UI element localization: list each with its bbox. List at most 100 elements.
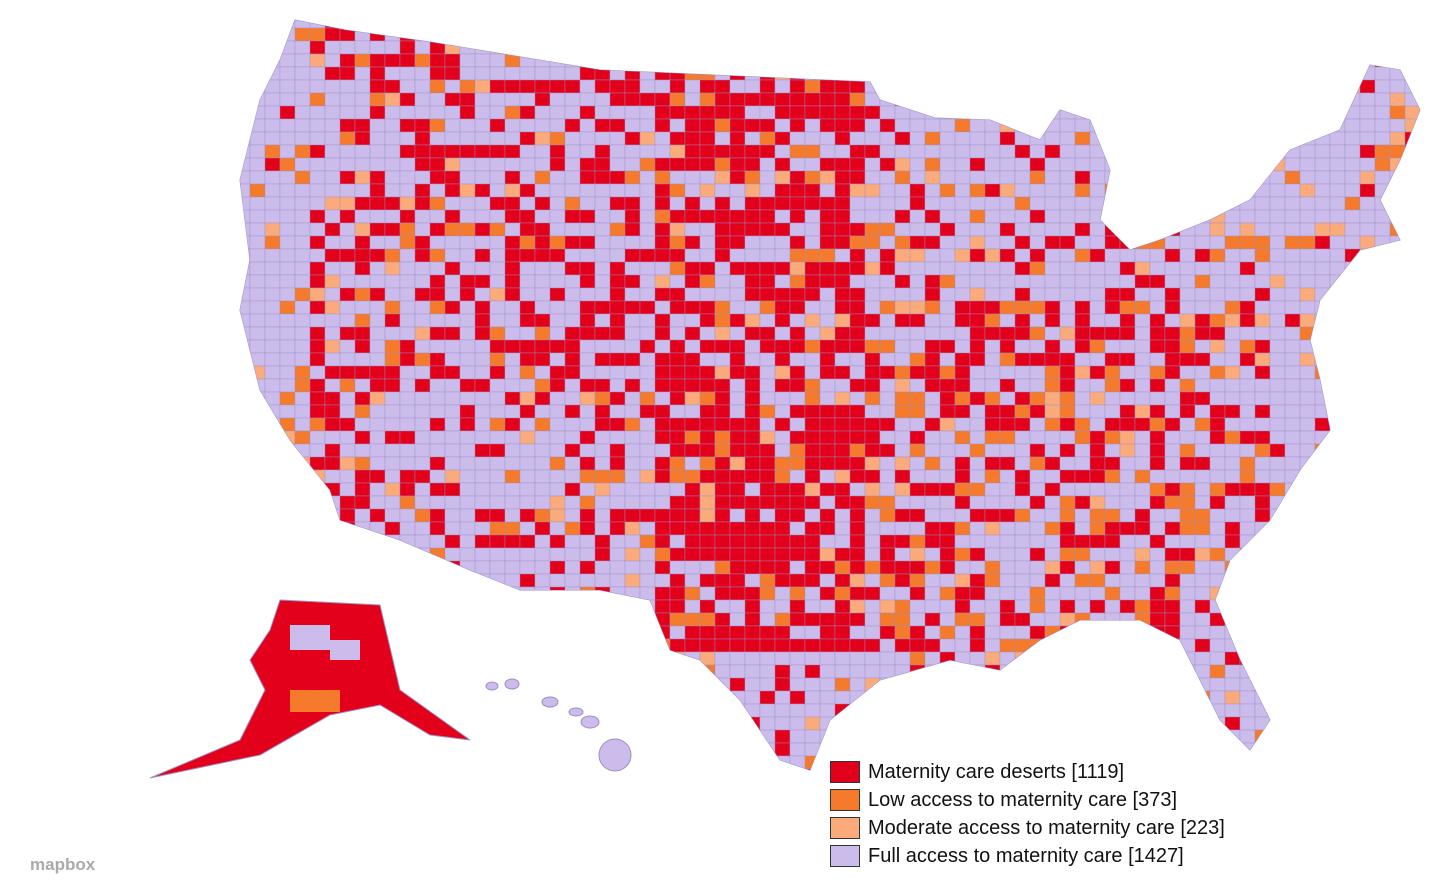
county: [1284, 742, 1301, 757]
county: [249, 287, 266, 302]
county: [339, 729, 356, 744]
county: [864, 573, 881, 588]
county: [894, 456, 911, 471]
county: [609, 586, 626, 601]
county: [819, 261, 836, 276]
county: [309, 27, 326, 42]
county: [609, 287, 626, 302]
county: [1044, 534, 1061, 549]
county: [1134, 677, 1151, 692]
county: [624, 508, 641, 523]
county: [459, 339, 476, 354]
county: [384, 131, 401, 146]
county: [279, 755, 296, 770]
county: [744, 443, 761, 458]
county: [1344, 638, 1361, 653]
county: [1239, 352, 1256, 367]
county: [609, 417, 626, 432]
county: [1359, 599, 1376, 614]
county: [489, 20, 506, 29]
legend-swatch: [830, 817, 860, 839]
county: [759, 27, 776, 42]
county: [684, 274, 701, 289]
county: [609, 547, 626, 562]
county: [744, 66, 761, 81]
county: [969, 716, 986, 731]
county: [1149, 248, 1166, 263]
county: [729, 560, 746, 575]
county: [414, 534, 431, 549]
county: [414, 183, 431, 198]
county: [1389, 313, 1406, 328]
county: [1239, 365, 1256, 380]
county: [849, 599, 866, 614]
county: [294, 560, 311, 575]
county: [1044, 183, 1061, 198]
county: [999, 20, 1016, 29]
county: [909, 690, 926, 705]
county: [684, 20, 701, 29]
county: [744, 235, 761, 250]
county: [789, 703, 806, 718]
county: [504, 20, 521, 29]
county: [684, 677, 701, 692]
county: [804, 53, 821, 68]
county: [729, 404, 746, 419]
county: [909, 40, 926, 55]
county: [834, 391, 851, 406]
county: [1089, 222, 1106, 237]
county: [849, 391, 866, 406]
county: [909, 599, 926, 614]
county: [684, 40, 701, 55]
county: [1329, 625, 1346, 640]
county: [669, 157, 686, 172]
county: [1119, 20, 1136, 29]
county: [399, 729, 416, 744]
county: [1269, 105, 1286, 120]
county: [819, 586, 836, 601]
county: [249, 521, 266, 536]
county: [534, 729, 551, 744]
county: [1269, 261, 1286, 276]
county: [504, 521, 521, 536]
county: [1344, 508, 1361, 523]
county: [714, 599, 731, 614]
county: [429, 105, 446, 120]
county: [879, 612, 896, 627]
county: [489, 443, 506, 458]
county: [399, 378, 416, 393]
county: [489, 144, 506, 159]
county: [939, 27, 956, 42]
county: [1239, 222, 1256, 237]
county: [864, 495, 881, 510]
county: [1329, 313, 1346, 328]
county: [1239, 66, 1256, 81]
county: [1419, 79, 1420, 94]
county: [279, 170, 296, 185]
county: [264, 261, 281, 276]
county: [729, 274, 746, 289]
county: [1269, 326, 1286, 341]
county: [1149, 365, 1166, 380]
county: [924, 378, 941, 393]
county: [489, 27, 506, 42]
county: [639, 157, 656, 172]
county: [1224, 768, 1241, 770]
county: [969, 638, 986, 653]
county: [1134, 651, 1151, 666]
county: [564, 131, 581, 146]
county: [564, 573, 581, 588]
county: [1029, 170, 1046, 185]
county: [564, 365, 581, 380]
county: [354, 443, 371, 458]
county: [759, 300, 776, 315]
county: [639, 222, 656, 237]
county: [639, 339, 656, 354]
county: [774, 651, 791, 666]
county: [654, 378, 671, 393]
county: [1014, 378, 1031, 393]
county: [1059, 690, 1076, 705]
county: [924, 521, 941, 536]
county: [924, 456, 941, 471]
county: [1029, 469, 1046, 484]
